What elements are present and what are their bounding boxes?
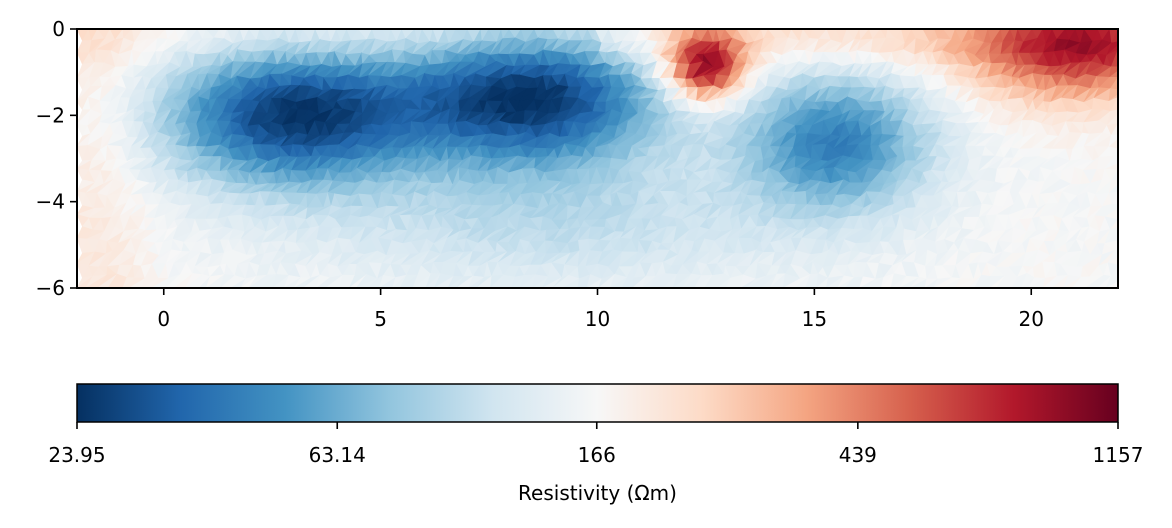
y-tick-label: −4 [36,190,65,214]
resistivity-mesh [77,29,1118,288]
y-tick-label: −2 [36,103,65,127]
x-tick-label: 15 [802,307,827,331]
x-tick-label: 0 [157,307,170,331]
colorbar-gradient [76,383,1119,423]
y-tick-label: −6 [36,276,65,300]
colorbar: 23.95 63.14 166 439 1157 Resistivity (Ωm) [48,383,1143,505]
x-axis: 0 5 10 15 20 [157,288,1044,331]
y-axis: 0 −2 −4 −6 [36,17,77,300]
colorbar-tick-label: 439 [839,443,877,467]
x-tick-label: 5 [374,307,387,331]
colorbar-tick-label: 63.14 [309,443,366,467]
x-tick-label: 10 [585,307,610,331]
colorbar-label: Resistivity (Ωm) [518,481,677,505]
colorbar-ticks: 23.95 63.14 166 439 1157 [48,422,1143,467]
x-tick-label: 20 [1019,307,1044,331]
colorbar-tick-label: 23.95 [48,443,105,467]
resistivity-section [77,29,1118,288]
colorbar-tick-label: 1157 [1093,443,1144,467]
y-tick-label: 0 [52,17,65,41]
colorbar-tick-label: 166 [578,443,616,467]
